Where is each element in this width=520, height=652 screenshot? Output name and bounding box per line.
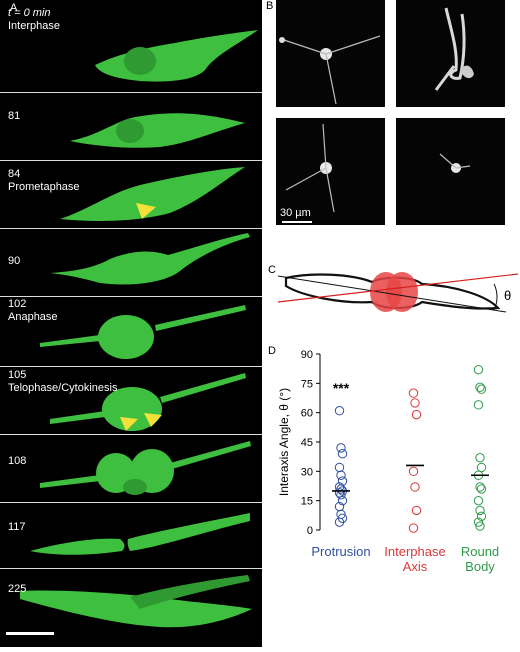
category-label: Round [461,544,499,559]
data-point [475,382,485,392]
cell-image [50,233,250,285]
cell-image [30,513,250,555]
frame-phase-label: Telophase/Cytokinesis [8,382,118,394]
data-point [476,462,487,473]
cell-image [40,305,246,359]
data-point [475,521,485,531]
timelapse-frame [0,161,262,228]
timelapse-frame [0,297,262,364]
y-tick-label: 60 [301,408,313,420]
y-axis-label: Interaxis Angle, θ (°) [277,388,291,496]
frame-phase-label: Prometaphase [8,181,80,193]
y-tick-label: 0 [307,525,313,537]
angle-chart-svg: 0 15 30 45 60 75 90 Interaxis Angle, θ (°) Protr… [277,349,499,574]
data-point [411,409,422,420]
timelapse-panel: t = 0 min Interphase 81 84 Prometaphase … [0,0,262,647]
data-point [476,511,487,522]
data-point [473,495,484,506]
cell-image [70,113,245,148]
frame-phase-label: Interphase [8,20,60,32]
data-point [475,482,485,492]
timelapse-frame [0,569,262,636]
data-point [334,406,345,416]
frame-divider [0,160,262,161]
data-point [410,482,420,492]
cell-image [40,441,251,495]
frame-time-label: 84 [8,168,21,180]
category-label: Protrusion [311,544,370,559]
data-point [336,470,346,480]
frame-divider [0,502,262,503]
y-tick-label: 90 [301,349,313,361]
y-tick-label: 30 [301,466,313,478]
panel-a-letter: A [10,2,18,14]
data-point [475,505,485,516]
timelapse-frame [0,229,262,296]
y-tick-label: 45 [301,437,313,449]
data-point [476,384,487,394]
frame-divider [0,296,262,297]
scale-bar [6,632,54,635]
cell-image [50,373,246,431]
neuron-image [276,0,385,107]
scale-bar-label: 30 µm [280,207,311,219]
panel-b-letter: B [266,0,274,12]
frame-time-label: 90 [8,255,21,267]
data-point [473,517,484,527]
data-point [408,388,419,398]
panel-c-letter: C [268,264,276,276]
data-point [476,484,487,494]
frame-time-label: 81 [8,110,21,122]
data-point [336,484,346,494]
frame-phase-label: Anaphase [8,311,58,323]
neuron-image [276,118,385,225]
data-point [408,466,419,477]
timelapse-frame [0,435,262,502]
cell-image [60,167,245,221]
data-point [334,517,345,527]
timelapse-frame [0,503,262,570]
data-point [336,443,346,453]
timelapse-frame [0,367,262,434]
panel-d-letter: D [268,345,276,357]
axis-schematic: θ [272,258,520,328]
timelapse-frame [0,25,262,92]
angle-chart: 0 15 30 45 60 75 90 Interaxis Angle, θ (°) Protr… [262,340,520,647]
frame-divider [0,92,262,93]
category-label: Body [465,559,495,574]
data-point [334,488,345,498]
axis-diagram: θ [277,272,519,313]
data-point [334,462,345,473]
frame-divider [0,568,262,569]
scale-bar [282,221,312,223]
neuron-image [396,0,505,107]
neuron-image [396,118,505,225]
frame-time-label: 225 [8,583,27,595]
frame-time-label: 117 [8,521,26,533]
cell-image [95,30,258,82]
frame-time-label: 105 [8,369,27,381]
category-label: Interphase [384,544,445,559]
y-tick-label: 75 [301,378,313,390]
data-point [473,364,484,375]
data-point [411,505,422,516]
timelapse-frame [0,93,262,160]
frame-divider [0,228,262,229]
data-point [408,523,419,533]
data-point [473,400,484,410]
data-point [475,452,485,463]
theta-label: θ [504,288,511,303]
data-point [337,495,348,506]
data-point [337,449,348,459]
frame-time-label: t = 0 min [8,7,51,19]
significance-annotation: *** [333,380,350,396]
frame-divider [0,366,262,367]
category-label: Axis [403,559,428,574]
y-tick-label: 15 [301,496,313,508]
data-point [410,398,420,408]
frame-time-label: 102 [8,298,27,310]
cell-image [20,575,252,628]
frame-divider [0,434,262,435]
frame-time-label: 108 [8,455,27,467]
